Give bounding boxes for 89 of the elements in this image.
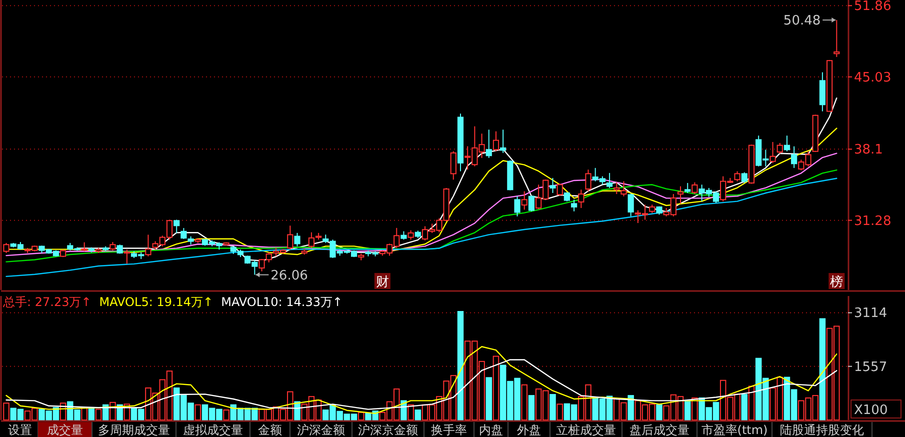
candlestick	[528, 195, 535, 212]
text: 金额	[258, 423, 282, 437]
text: 内盘	[479, 423, 503, 437]
text: 盘后成交量	[630, 423, 690, 437]
candlestick	[585, 169, 592, 192]
y-tick-label: 45.03	[854, 70, 892, 86]
annotation: 26.06	[270, 268, 308, 284]
candlestick	[287, 225, 294, 250]
candlestick	[776, 142, 783, 154]
annotation: 50.48	[783, 14, 821, 29]
text: 换手率	[431, 423, 467, 437]
annotation: MAVOL10: 14.33万↑	[221, 295, 343, 309]
candlestick	[556, 183, 563, 196]
bar	[81, 407, 88, 420]
candlestick	[3, 242, 10, 254]
text: 外盘	[517, 423, 541, 437]
bar	[492, 356, 500, 420]
candlestick	[684, 182, 691, 194]
text: 立桩成交量	[556, 423, 616, 437]
y-tick-label: 51.86	[854, 0, 892, 14]
bar	[486, 377, 492, 420]
candlestick	[294, 232, 300, 247]
bar	[628, 395, 634, 420]
bar	[556, 404, 563, 420]
bar	[110, 402, 116, 420]
bar	[88, 408, 95, 420]
y-tick-label: 3114	[854, 306, 888, 322]
annotation: 榜	[830, 275, 844, 290]
candlestick	[124, 249, 130, 264]
candlestick	[408, 230, 414, 240]
candlestick	[174, 219, 180, 234]
text: 沪深金额	[297, 423, 345, 437]
text: 成交量	[47, 423, 83, 437]
annotation: 财	[376, 275, 389, 290]
bar	[656, 404, 662, 420]
annotation: MAVOL5: 19.14万↑	[99, 295, 214, 309]
y-tick-label: 31.28	[854, 214, 892, 229]
candlestick	[741, 172, 748, 184]
candlestick	[180, 228, 187, 240]
line-series	[6, 169, 838, 262]
candlestick	[514, 196, 520, 217]
bar	[457, 311, 464, 420]
candlestick	[450, 150, 456, 180]
bar	[223, 410, 230, 420]
line-series	[6, 346, 838, 414]
annotation: 总手: 27.23万↑	[2, 295, 92, 309]
text: 虚拟成交量	[183, 423, 243, 437]
bar	[748, 386, 755, 420]
bar	[819, 318, 826, 420]
candlestick	[628, 193, 634, 217]
candlestick	[620, 180, 627, 197]
candlestick	[492, 130, 500, 152]
bar	[95, 408, 102, 420]
bar	[414, 410, 422, 420]
candlestick	[677, 186, 684, 204]
candlestick	[791, 146, 798, 168]
candlestick	[578, 189, 584, 209]
candlestick	[734, 170, 740, 182]
text: 设置	[8, 423, 32, 437]
candlestick	[486, 129, 492, 158]
candlestick	[819, 72, 826, 112]
text: 市盈率(ttm)	[701, 423, 768, 437]
candlestick	[614, 182, 620, 195]
candlestick	[784, 135, 790, 152]
candlestick	[570, 199, 578, 212]
candlestick	[145, 234, 152, 257]
candlestick	[521, 190, 528, 210]
bar	[521, 384, 528, 420]
bar	[684, 400, 691, 420]
bar	[358, 412, 364, 420]
candlestick	[606, 172, 613, 188]
bar	[741, 394, 748, 420]
line-series	[6, 359, 838, 410]
bar	[550, 394, 556, 420]
text: X100	[854, 403, 888, 418]
text: 多周期成交量	[98, 423, 170, 437]
y-tick-label: 1557	[854, 360, 888, 375]
line-series	[6, 152, 838, 256]
y-tick-label: 38.1	[854, 142, 883, 158]
bar	[408, 404, 414, 420]
bar	[528, 395, 535, 420]
candlestick	[692, 182, 698, 195]
bar	[194, 404, 202, 420]
text: 陆股通持股变化	[780, 423, 864, 437]
candlestick	[550, 177, 556, 194]
bar	[3, 402, 10, 420]
text: 沪深京金额	[358, 423, 418, 437]
candlestick	[500, 129, 506, 154]
candlestick	[770, 141, 776, 164]
